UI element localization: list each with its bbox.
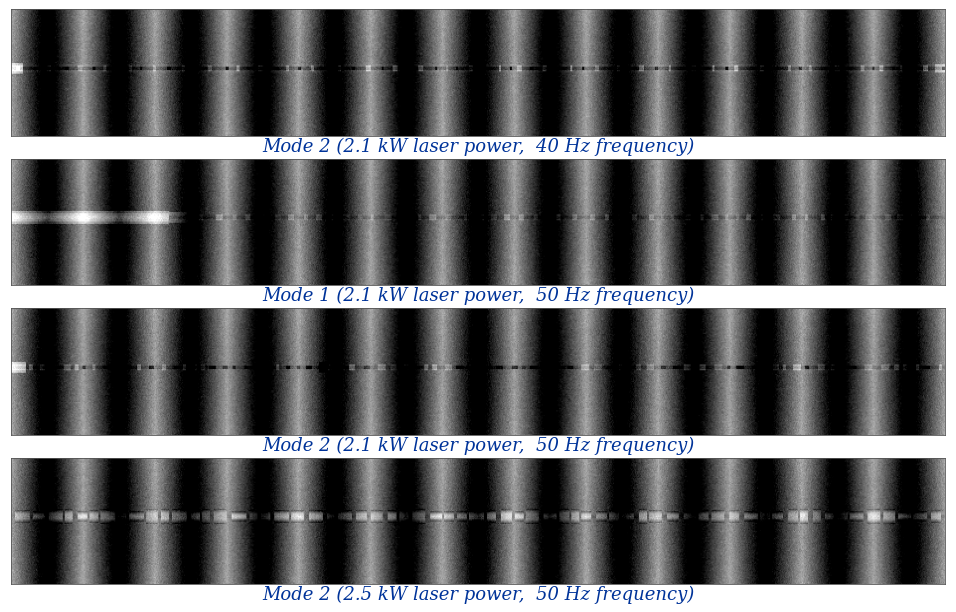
Text: Mode 2 (2.1 kW laser power,  50 Hz frequency): Mode 2 (2.1 kW laser power, 50 Hz freque… <box>262 436 694 455</box>
Text: Mode 1 (2.1 kW laser power,  50 Hz frequency): Mode 1 (2.1 kW laser power, 50 Hz freque… <box>262 287 694 305</box>
Text: Mode 2 (2.1 kW laser power,  40 Hz frequency): Mode 2 (2.1 kW laser power, 40 Hz freque… <box>262 138 694 156</box>
Text: Mode 2 (2.5 kW laser power,  50 Hz frequency): Mode 2 (2.5 kW laser power, 50 Hz freque… <box>262 586 694 604</box>
